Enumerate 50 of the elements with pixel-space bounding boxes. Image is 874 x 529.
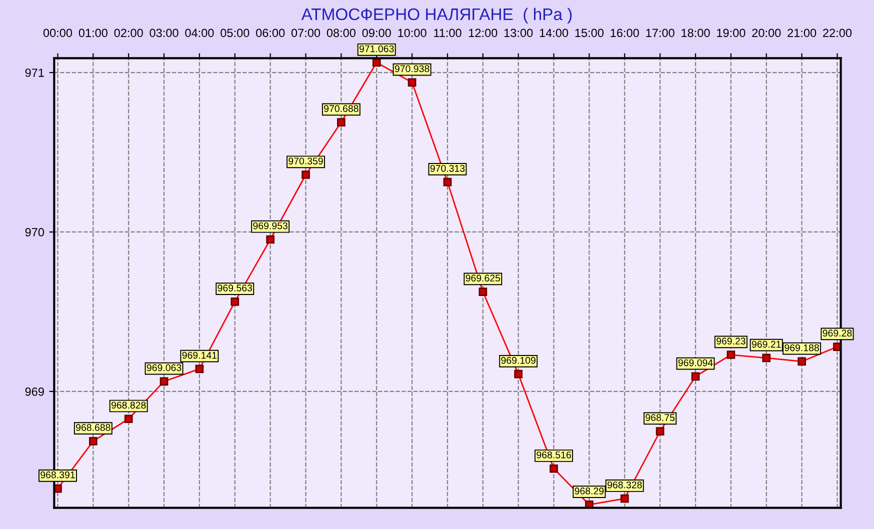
data-label: 970.313 bbox=[430, 164, 465, 172]
data-label: 969.953 bbox=[253, 222, 288, 230]
x-tick-label: 00:00 bbox=[43, 28, 72, 38]
x-tick-label: 02:00 bbox=[114, 28, 143, 38]
data-label: 969.188 bbox=[784, 344, 819, 352]
x-tick-label: 03:00 bbox=[150, 28, 178, 38]
x-tick-label: 04:00 bbox=[185, 28, 214, 38]
x-tick-label: 08:00 bbox=[326, 28, 356, 38]
data-label: 969.141 bbox=[182, 352, 217, 359]
x-tick-label: 15:00 bbox=[575, 28, 604, 38]
data-label: 970.688 bbox=[324, 105, 358, 112]
x-tick-label: 09:00 bbox=[362, 28, 391, 38]
data-label: 969.625 bbox=[466, 274, 500, 282]
x-tick-label: 06:00 bbox=[256, 28, 285, 38]
data-label: 968.75 bbox=[646, 414, 675, 422]
chart-title: АТМОСФЕРНО НАЛЯГАНЕ ( hPa ) bbox=[301, 8, 572, 24]
x-tick-label: 05:00 bbox=[220, 28, 250, 38]
x-tick-label: 13:00 bbox=[504, 28, 533, 38]
x-tick-label: 07:00 bbox=[291, 28, 320, 38]
data-label: 968.688 bbox=[76, 424, 110, 431]
data-label: 971.063 bbox=[360, 45, 394, 52]
y-tick-label: 970 bbox=[25, 228, 44, 236]
x-tick-label: 18:00 bbox=[682, 28, 710, 38]
data-label: 969.23 bbox=[716, 338, 746, 345]
data-label: 969.563 bbox=[218, 284, 252, 292]
data-label: 968.391 bbox=[40, 471, 75, 478]
data-label: 969.109 bbox=[501, 356, 536, 364]
data-label: 968.29 bbox=[574, 488, 604, 494]
x-tick-label: 16:00 bbox=[610, 28, 639, 38]
x-tick-label: 21:00 bbox=[788, 28, 816, 38]
data-label: 968.828 bbox=[111, 402, 146, 409]
x-tick-label: 10:00 bbox=[398, 28, 426, 38]
x-tick-label: 20:00 bbox=[752, 28, 781, 38]
x-tick-label: 19:00 bbox=[717, 28, 746, 38]
x-tick-label: 14:00 bbox=[540, 28, 568, 38]
data-label: 968.328 bbox=[608, 481, 642, 488]
data-label: 968.516 bbox=[536, 451, 571, 458]
data-label: 969.28 bbox=[822, 330, 852, 337]
x-tick-label: 11:00 bbox=[434, 28, 462, 38]
data-label: 969.063 bbox=[146, 364, 182, 372]
x-tick-label: 01:00 bbox=[78, 28, 108, 38]
data-label: 970.359 bbox=[288, 158, 323, 164]
x-tick-label: 12:00 bbox=[469, 28, 498, 38]
x-tick-label: 17:00 bbox=[646, 28, 674, 38]
data-label: 970.938 bbox=[394, 65, 430, 72]
y-tick-label: 971 bbox=[25, 68, 44, 77]
x-tick-label: 22:00 bbox=[823, 28, 852, 38]
data-label: 969.094 bbox=[678, 359, 713, 366]
y-tick-label: 969 bbox=[25, 387, 44, 396]
data-label: 969.21 bbox=[752, 340, 781, 348]
